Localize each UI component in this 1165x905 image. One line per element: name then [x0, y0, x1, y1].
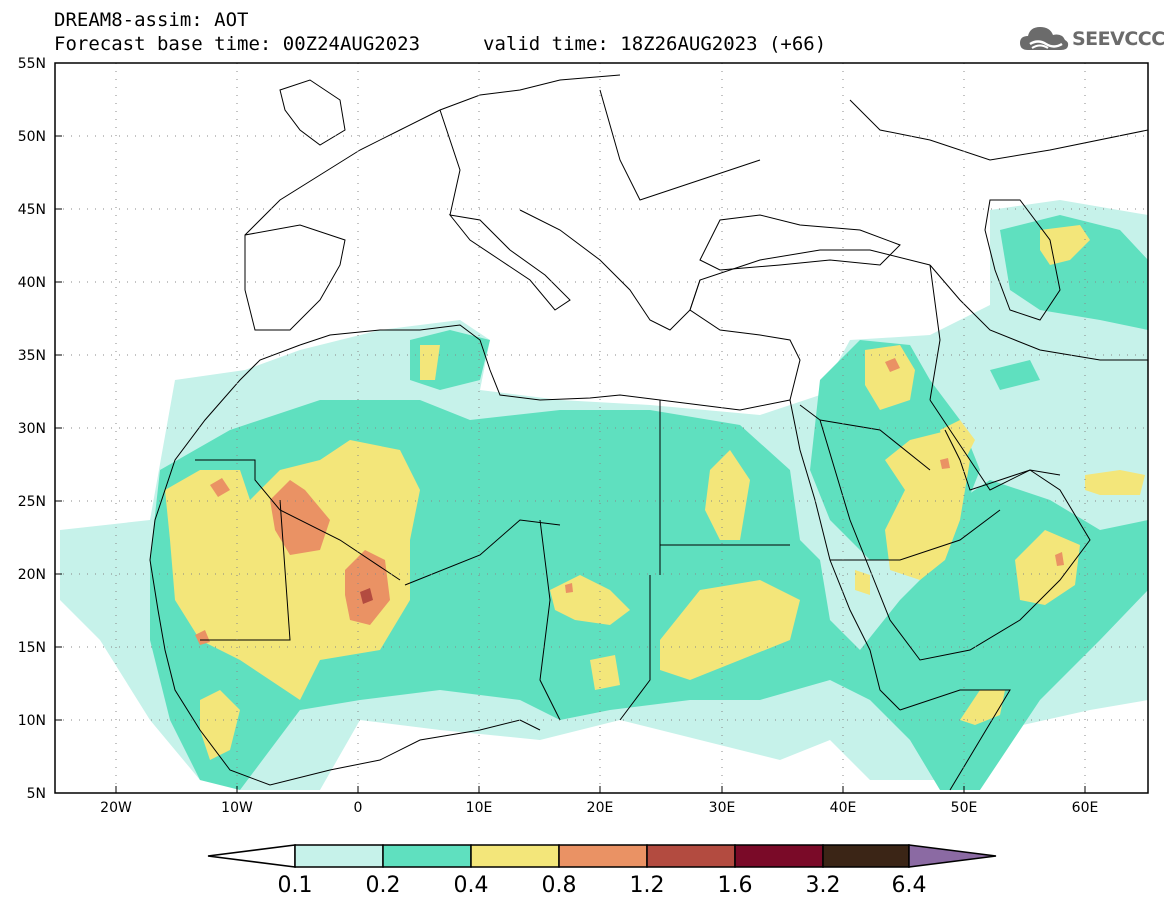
- y-tick-label: 25N: [18, 494, 46, 510]
- y-tick-label: 40N: [18, 275, 46, 291]
- x-tick-label: 50E: [951, 800, 978, 816]
- colorbar-bin: [646, 844, 736, 868]
- border-russia-kazakhstan: [849, 99, 1148, 161]
- colorbar-bin: [822, 844, 910, 868]
- colorbar-label: 0.2: [366, 873, 401, 898]
- coast-caspian: [984, 199, 1061, 321]
- x-axis-labels: 20W 10W 0 10E 20E 30E 40E 50E 60E: [100, 800, 1098, 816]
- x-tick-label: 30E: [709, 800, 736, 816]
- y-tick-label: 45N: [18, 202, 46, 218]
- coast-iberia: [244, 224, 346, 331]
- x-tick-label: 20W: [100, 800, 132, 816]
- coast-britain: [279, 79, 346, 146]
- colorbar-labels: 0.1 0.2 0.4 0.8 1.2 1.6 3.2 6.4: [278, 873, 927, 898]
- colorbar-label: 0.1: [278, 873, 313, 898]
- coast-balkans: [519, 209, 701, 331]
- coast-horn: [899, 689, 1011, 791]
- colorbar-label: 1.6: [718, 873, 753, 898]
- x-tick-label: 10E: [466, 800, 493, 816]
- y-axis-labels: 5N 10N 15N 20N 25N 30N 35N 40N 45N 50N 5…: [18, 56, 46, 802]
- x-tick-label: 20E: [587, 800, 614, 816]
- colorbar-label: 6.4: [892, 873, 927, 898]
- border-mali-west: [200, 499, 291, 641]
- gridlines: [55, 63, 1148, 793]
- border-chad-sudan: [619, 575, 651, 721]
- y-tick-label: 35N: [18, 348, 46, 364]
- colorbar-bin: [734, 844, 824, 868]
- x-tick-label: 0: [354, 800, 363, 816]
- aot-field: [60, 200, 1148, 790]
- border-saudi-north: [819, 419, 931, 471]
- y-tick-label: 30N: [18, 421, 46, 437]
- coast-north-africa: [299, 324, 791, 411]
- coastlines: [149, 74, 1148, 791]
- colorbar-under-arrow: [207, 844, 296, 868]
- border-france-germany: [439, 109, 461, 216]
- logo-text: SEEVCCC: [1072, 28, 1165, 50]
- colorbar-label: 3.2: [806, 873, 841, 898]
- border-iran-north: [929, 264, 1148, 361]
- y-tick-label: 5N: [27, 786, 46, 802]
- coast-arabia: [799, 404, 1091, 661]
- coast-black-sea: [699, 214, 901, 271]
- colorbar-label: 1.2: [630, 873, 665, 898]
- coast-italy: [448, 214, 571, 311]
- seevccc-logo: SEEVCCC: [1018, 22, 1165, 58]
- colorbar-bin: [558, 844, 648, 868]
- aot-level-1.2: [360, 588, 373, 604]
- colorbar-bin: [382, 844, 472, 868]
- y-tick-label: 55N: [18, 56, 46, 72]
- aot-level-0.8: [195, 358, 1064, 645]
- y-tick-label: 10N: [18, 713, 46, 729]
- colorbar-label: 0.4: [454, 873, 489, 898]
- border-iraq-iran: [929, 264, 941, 401]
- cloud-icon: [1020, 27, 1069, 50]
- colorbar-label: 0.8: [542, 873, 577, 898]
- coast-north-europe: [244, 74, 621, 236]
- border-mauritania-mali: [195, 459, 401, 581]
- x-tick-label: 60E: [1072, 800, 1099, 816]
- border-central-europe: [599, 89, 761, 201]
- x-tick-label: 10W: [221, 800, 253, 816]
- map-title-product: DREAM8-assim: AOT: [54, 9, 249, 31]
- y-tick-label: 20N: [18, 567, 46, 583]
- coast-persian-gulf: [929, 399, 1061, 491]
- coast-red-sea-west: [789, 399, 901, 711]
- map-title-valid-time: valid time: 18Z26AUG2023 (+66): [483, 33, 827, 55]
- border-saudi-yemen: [830, 509, 1001, 561]
- border-chad-west: [539, 519, 561, 721]
- colorbar-bin: [294, 844, 384, 868]
- colorbar-over-arrow: [908, 844, 997, 868]
- colorbar: [207, 844, 997, 868]
- coast-west-africa: [149, 344, 541, 786]
- tick-marks: [55, 135, 1086, 793]
- x-tick-label: 40E: [830, 800, 857, 816]
- colorbar-bin: [470, 844, 560, 868]
- y-tick-label: 50N: [18, 129, 46, 145]
- y-tick-label: 15N: [18, 640, 46, 656]
- map-title-base-time: Forecast base time: 00Z24AUG2023: [54, 33, 421, 55]
